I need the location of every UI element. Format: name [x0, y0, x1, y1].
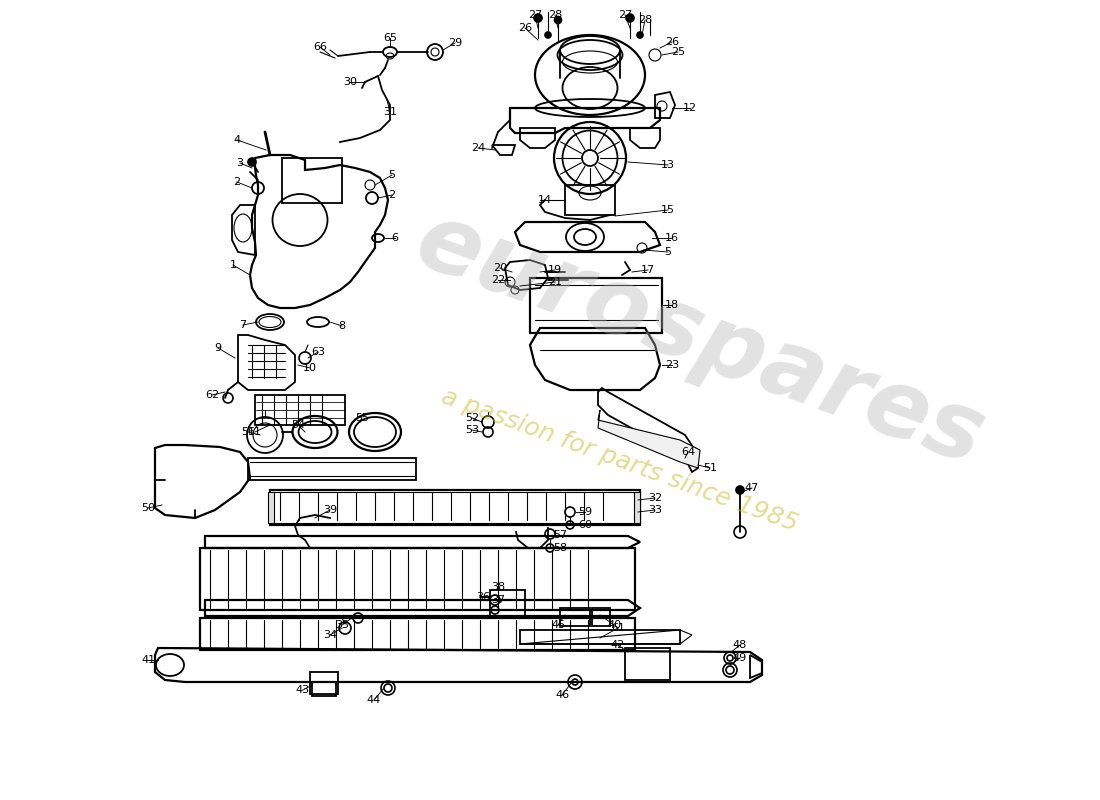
Text: 52: 52 — [465, 413, 480, 423]
Text: 10: 10 — [302, 363, 317, 373]
Text: 55: 55 — [355, 413, 368, 423]
Text: 31: 31 — [383, 107, 397, 117]
Text: 1: 1 — [230, 260, 236, 270]
Text: 8: 8 — [339, 321, 345, 331]
Text: 56: 56 — [241, 427, 255, 437]
Text: 64: 64 — [681, 447, 695, 457]
Text: 23: 23 — [664, 360, 679, 370]
Text: 47: 47 — [745, 483, 759, 493]
Text: 13: 13 — [661, 160, 675, 170]
Text: 62: 62 — [205, 390, 219, 400]
Text: 51: 51 — [703, 463, 717, 473]
Text: 33: 33 — [648, 505, 662, 515]
Bar — [248, 458, 416, 480]
Circle shape — [544, 32, 551, 38]
Text: 50: 50 — [141, 503, 155, 513]
Bar — [530, 278, 662, 333]
Bar — [560, 608, 590, 626]
Text: 36: 36 — [476, 592, 490, 602]
Text: 19: 19 — [548, 265, 562, 275]
Text: 17: 17 — [641, 265, 656, 275]
Circle shape — [534, 14, 542, 22]
Text: 5: 5 — [388, 170, 396, 180]
Text: 27: 27 — [618, 10, 632, 20]
Bar — [634, 492, 640, 523]
Text: 44: 44 — [367, 695, 381, 705]
Text: 60: 60 — [578, 520, 592, 530]
Text: a passion for parts since 1985: a passion for parts since 1985 — [439, 384, 802, 536]
Text: 46: 46 — [554, 690, 569, 700]
Bar — [270, 490, 640, 525]
Text: 6: 6 — [392, 233, 398, 243]
Text: 26: 26 — [664, 37, 679, 47]
Text: eurospares: eurospares — [404, 194, 997, 486]
Text: 59: 59 — [578, 507, 592, 517]
Text: 57: 57 — [553, 530, 568, 540]
Text: 32: 32 — [648, 493, 662, 503]
Text: 48: 48 — [733, 640, 747, 650]
Text: 45: 45 — [551, 620, 565, 630]
Text: 65: 65 — [383, 33, 397, 43]
Text: 20: 20 — [493, 263, 507, 273]
Text: 53: 53 — [465, 425, 478, 435]
Text: 42: 42 — [610, 640, 625, 650]
Text: 38: 38 — [491, 582, 505, 592]
Text: 11: 11 — [248, 427, 262, 437]
Circle shape — [736, 486, 744, 494]
Text: 4: 4 — [233, 135, 241, 145]
Bar — [520, 630, 680, 644]
Text: 15: 15 — [661, 205, 675, 215]
Text: 2: 2 — [388, 190, 396, 200]
Polygon shape — [598, 410, 700, 468]
Text: 34: 34 — [323, 630, 337, 640]
Circle shape — [554, 17, 561, 23]
Circle shape — [637, 32, 644, 38]
Text: 61: 61 — [610, 623, 625, 633]
Text: 9: 9 — [214, 343, 221, 353]
Bar — [200, 618, 635, 650]
Circle shape — [248, 158, 256, 166]
Text: 54: 54 — [290, 420, 305, 430]
Text: 40: 40 — [607, 620, 621, 630]
Bar — [490, 590, 525, 618]
Text: 25: 25 — [671, 47, 685, 57]
Text: 7: 7 — [240, 320, 246, 330]
Text: 12: 12 — [683, 103, 697, 113]
Bar — [312, 682, 336, 696]
Text: 66: 66 — [314, 42, 327, 52]
Text: 41: 41 — [141, 655, 155, 665]
Text: 18: 18 — [664, 300, 679, 310]
Text: 22: 22 — [491, 275, 505, 285]
Text: 16: 16 — [666, 233, 679, 243]
Bar — [310, 672, 338, 694]
Bar — [282, 158, 342, 203]
Text: 58: 58 — [553, 543, 568, 553]
Text: 43: 43 — [296, 685, 310, 695]
Bar — [272, 492, 638, 523]
Text: 35: 35 — [336, 620, 349, 630]
Text: 28: 28 — [548, 10, 562, 20]
Text: 5: 5 — [664, 247, 671, 257]
Text: 37: 37 — [491, 595, 505, 605]
Text: 28: 28 — [638, 15, 652, 25]
Text: 49: 49 — [733, 653, 747, 663]
Circle shape — [626, 14, 634, 22]
Text: 24: 24 — [471, 143, 485, 153]
Bar — [200, 548, 635, 610]
Text: 30: 30 — [343, 77, 358, 87]
Text: 21: 21 — [548, 277, 562, 287]
Text: 3: 3 — [236, 158, 243, 168]
Bar — [255, 395, 345, 425]
Text: 26: 26 — [518, 23, 532, 33]
Text: 29: 29 — [448, 38, 462, 48]
Bar — [592, 608, 611, 626]
Bar — [565, 185, 615, 215]
Text: 27: 27 — [528, 10, 542, 20]
Text: 63: 63 — [311, 347, 324, 357]
Bar — [268, 492, 274, 523]
Text: 14: 14 — [538, 195, 552, 205]
Bar — [625, 648, 670, 680]
Text: 39: 39 — [323, 505, 337, 515]
Text: 2: 2 — [233, 177, 241, 187]
